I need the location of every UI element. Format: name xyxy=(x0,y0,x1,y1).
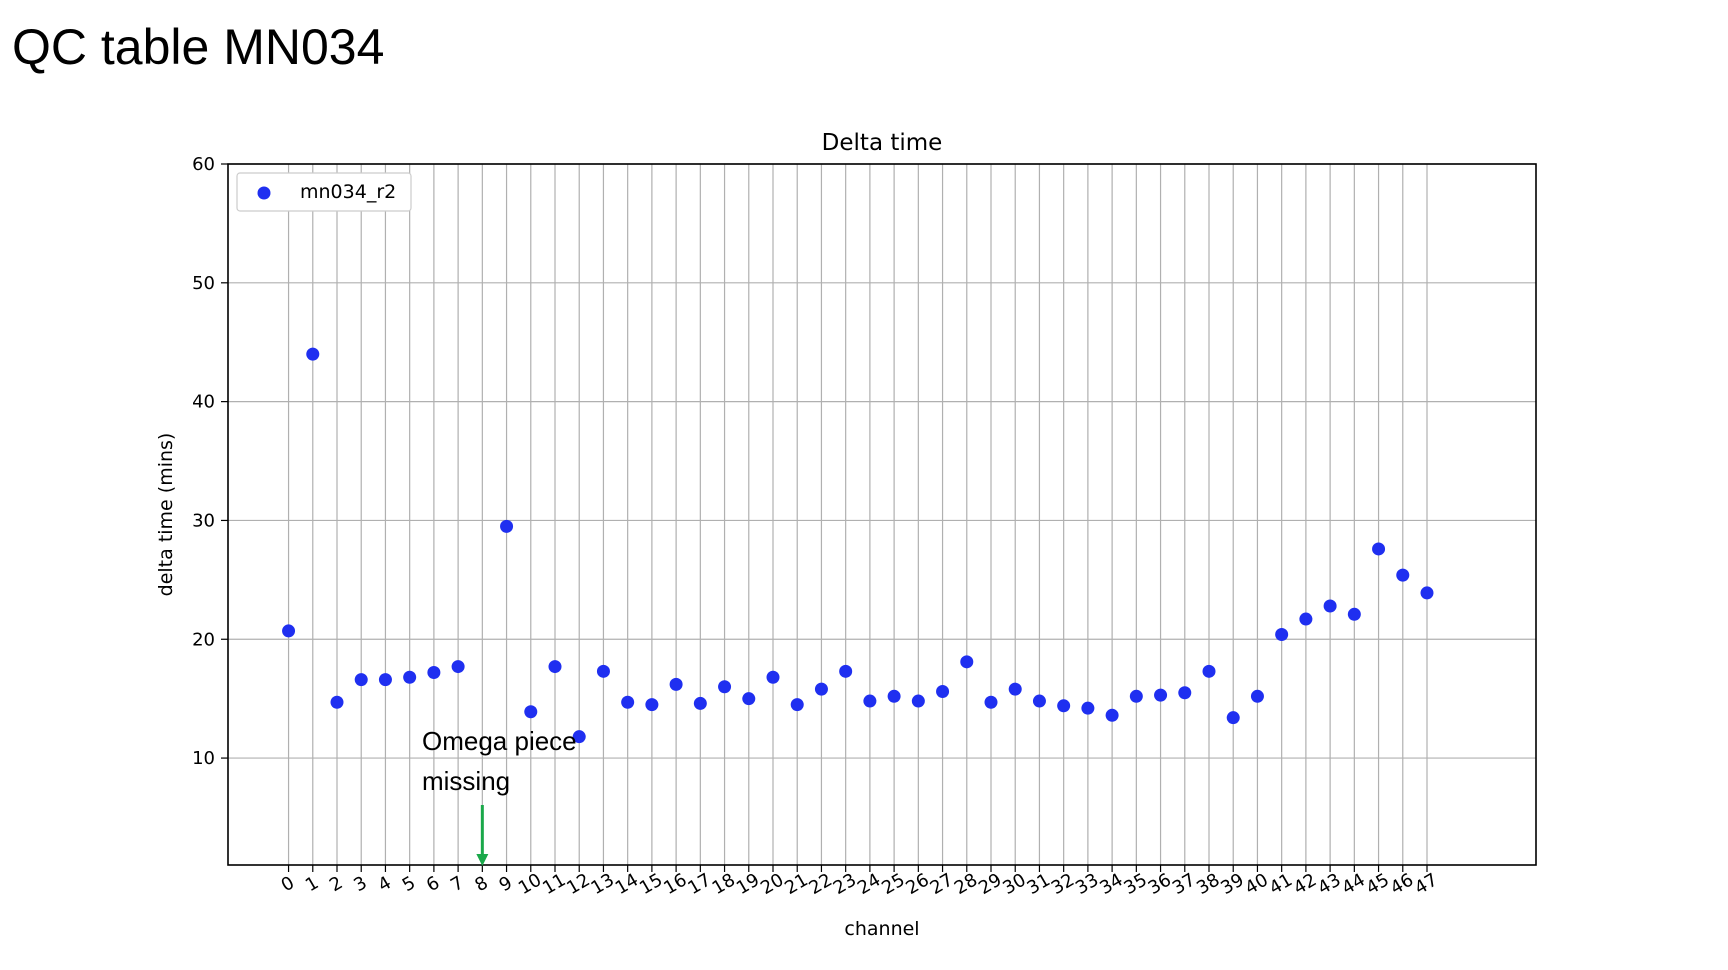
data-point xyxy=(1154,688,1168,702)
data-point xyxy=(1420,586,1434,600)
data-point xyxy=(1250,689,1264,703)
y-axis-label: delta time (mins) xyxy=(155,433,177,597)
data-point xyxy=(354,673,368,687)
data-point xyxy=(669,677,683,691)
data-point xyxy=(596,664,610,678)
data-point xyxy=(645,698,659,712)
legend: mn034_r2 xyxy=(236,172,412,212)
data-point xyxy=(524,705,538,719)
plot-area xyxy=(227,163,1537,866)
data-point xyxy=(1057,699,1071,713)
data-point xyxy=(790,698,804,712)
data-point xyxy=(330,695,344,709)
annotation-text-line1: Omega piece xyxy=(422,726,577,756)
y-tick-label: 60 xyxy=(192,154,215,175)
data-point xyxy=(548,660,562,674)
data-point xyxy=(718,680,732,694)
x-tick-label: 0 xyxy=(278,872,298,896)
data-point xyxy=(984,695,998,709)
data-point xyxy=(960,655,974,669)
data-point xyxy=(1396,568,1410,582)
data-point xyxy=(451,660,465,674)
grid xyxy=(228,163,1536,865)
x-tick-label: 5 xyxy=(399,872,419,896)
data-point xyxy=(572,730,586,744)
data-point xyxy=(500,519,514,533)
x-tick-label: 9 xyxy=(496,872,516,896)
data-point xyxy=(693,696,707,710)
data-point xyxy=(1202,664,1216,678)
x-tick-label: 47 xyxy=(1411,869,1441,899)
data-point xyxy=(306,347,320,361)
x-tick-label: 4 xyxy=(374,872,394,896)
data-point xyxy=(887,689,901,703)
y-tick-label: 30 xyxy=(192,510,215,531)
data-points xyxy=(282,347,1434,744)
x-tick-label: 7 xyxy=(447,872,467,896)
x-tick-label: 6 xyxy=(423,872,443,896)
data-point xyxy=(1032,694,1046,708)
data-point xyxy=(1105,708,1119,722)
legend-label: mn034_r2 xyxy=(300,181,396,203)
data-point xyxy=(621,695,635,709)
data-point xyxy=(839,664,853,678)
data-point xyxy=(1226,711,1240,725)
data-point xyxy=(1275,628,1289,642)
chart-title: Delta time xyxy=(822,130,943,156)
y-tick-label: 20 xyxy=(192,629,215,650)
data-point xyxy=(427,666,441,680)
x-tick-label: 8 xyxy=(471,872,491,896)
annotation-text-line2: missing xyxy=(422,766,510,796)
data-point xyxy=(742,692,756,706)
x-axis-ticks: 0 1 2 3 4 5 6 7 8 9101112131415161718192021222324… xyxy=(278,865,1441,899)
slide-title: QC table MN034 xyxy=(12,19,385,75)
data-point xyxy=(1081,701,1095,715)
y-tick-label: 40 xyxy=(192,392,215,413)
legend-box xyxy=(236,172,412,212)
annotation: Omega piece missing xyxy=(422,726,577,866)
y-axis-ticks: 10 20 30 40 50 60 xyxy=(192,154,228,769)
data-point xyxy=(863,694,877,708)
x-axis-label: channel xyxy=(844,918,919,940)
data-point xyxy=(1008,682,1022,696)
legend-marker xyxy=(257,186,271,200)
data-point xyxy=(282,624,296,638)
data-point xyxy=(378,673,392,687)
data-point xyxy=(1323,599,1337,613)
data-point xyxy=(1299,612,1313,626)
data-point xyxy=(936,685,950,699)
data-point xyxy=(911,694,925,708)
y-tick-label: 10 xyxy=(192,748,215,769)
y-tick-label: 50 xyxy=(192,273,215,294)
data-point xyxy=(1372,542,1386,556)
data-point xyxy=(766,670,780,684)
x-tick-label: 3 xyxy=(350,872,370,896)
data-point xyxy=(1347,607,1361,621)
annotation-arrow-head xyxy=(476,854,489,866)
data-point xyxy=(403,670,417,684)
data-point xyxy=(1178,686,1192,700)
x-tick-label: 1 xyxy=(302,872,322,896)
data-point xyxy=(1129,689,1143,703)
x-tick-label: 2 xyxy=(326,872,346,896)
data-point xyxy=(814,682,828,696)
